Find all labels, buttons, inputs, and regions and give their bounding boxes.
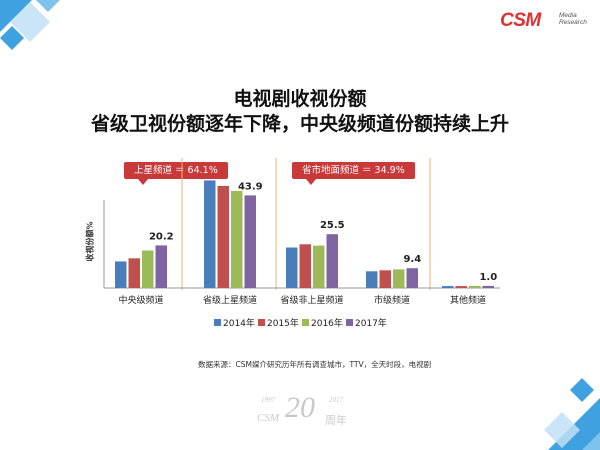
legend-label: 2015年 <box>267 317 299 329</box>
anniv-brand: CSM <box>257 412 279 424</box>
bar-2015年-省级非上星频道 <box>299 244 311 288</box>
legend-swatch <box>258 319 265 326</box>
bar-2016年-市级频道 <box>393 269 405 288</box>
bar-2017年-其他频道 <box>482 285 494 288</box>
legend-swatch <box>302 319 309 326</box>
bar-2014年-省级非上星频道 <box>286 247 298 288</box>
data-label: 43.9 <box>238 181 263 192</box>
legend-label: 2014年 <box>223 317 255 329</box>
page-subtitle: 省级卫视份额逐年下降，中央级频道份额持续上升 <box>90 113 509 135</box>
bar-2017年-省级非上星频道 <box>326 234 338 288</box>
data-source-note: 数据来源：CSM媒介研究历年所有调查城市，TTV，全天时段，电视剧 <box>198 360 432 369</box>
bar-2014年-市级频道 <box>366 271 378 288</box>
data-label: 1.0 <box>479 272 497 283</box>
category-label: 其他频道 <box>450 294 486 306</box>
legend-label: 2017年 <box>355 317 387 329</box>
bar-2015年-省级上星频道 <box>217 185 229 288</box>
bar-2017年-市级频道 <box>406 268 418 288</box>
callout-satellite: 上星频道 ＝ 64.1% <box>124 162 228 185</box>
logo-wordmark: CSM <box>500 10 541 31</box>
bar-2015年-其他频道 <box>455 286 467 288</box>
bar-2016年-中央级频道 <box>142 250 154 288</box>
bar-2016年-省级上星频道 <box>231 191 243 288</box>
category-label: 中央级频道 <box>118 294 163 306</box>
bar-2014年-中央级频道 <box>115 261 127 288</box>
page-title: 电视剧收视份额 <box>233 88 367 110</box>
anniversary-mark: 1997 2017 20 CSM 周年 <box>255 391 355 429</box>
logo-sub-media: Media <box>559 12 577 19</box>
category-label: 市级频道 <box>374 294 410 306</box>
anniv-suffix: 周年 <box>325 414 347 427</box>
logo-sub-research: Research <box>559 19 587 26</box>
bar-2015年-市级频道 <box>379 270 391 288</box>
legend-label: 2016年 <box>311 317 343 329</box>
bottom-right-decoration <box>544 378 600 450</box>
category-label: 省级上星频道 <box>203 294 257 306</box>
anniv-number: 20 <box>285 391 315 424</box>
bar-2015年-中央级频道 <box>128 258 140 288</box>
anniv-year-left: 1997 <box>261 396 275 404</box>
data-label: 25.5 <box>320 220 345 231</box>
legend-swatch <box>214 319 221 326</box>
legend-swatch <box>346 319 353 326</box>
bar-2017年-中央级频道 <box>155 245 167 288</box>
bar-2016年-省级非上星频道 <box>313 245 325 288</box>
bar-2016年-其他频道 <box>469 285 481 288</box>
category-label: 省级非上星频道 <box>280 294 343 306</box>
data-label: 9.4 <box>403 254 421 265</box>
bar-2014年-省级上星频道 <box>204 180 216 288</box>
csm-logo: CSM Media Research <box>500 8 595 34</box>
callout-provincial: 省市地面频道 ＝ 34.9% <box>292 162 415 185</box>
logo-subtitle: Media Research <box>559 12 587 26</box>
data-label: 20.2 <box>149 231 174 242</box>
top-left-decoration <box>0 0 60 50</box>
bar-2017年-省级上星频道 <box>244 195 256 288</box>
anniv-year-right: 2017 <box>329 396 343 404</box>
bar-2014年-其他频道 <box>442 286 454 288</box>
